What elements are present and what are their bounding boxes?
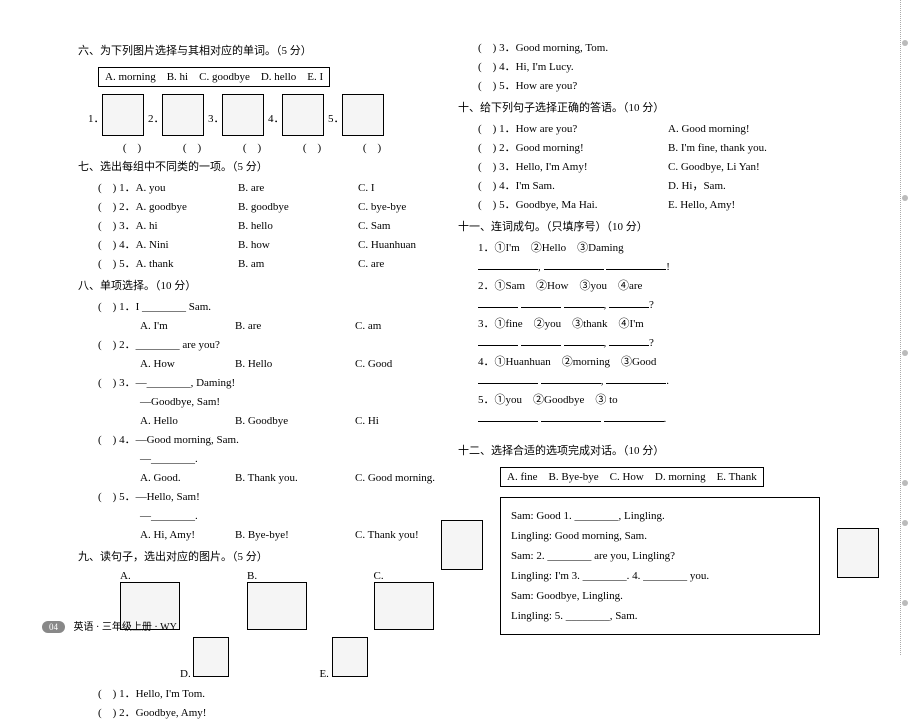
q11-rows: 1．①I'm ②Hello ③Daming, !2．①Sam ②How ③you… <box>470 240 880 428</box>
q7-rows: ( ) 1．A. youB. areC. I( ) 2．A. goodbyeB.… <box>90 180 440 273</box>
q9-imgD: D. <box>180 637 229 680</box>
footer-text: 英语 · 三年级上册 · WY <box>74 622 177 633</box>
q6-img3: 3． <box>222 94 264 139</box>
q12-line1: Sam: Good 1. ________, Lingling. <box>511 506 809 526</box>
page-number: 04 <box>42 621 65 633</box>
dialog-image-right <box>837 528 879 578</box>
q12-line4: Lingling: I'm 3. ________. 4. ________ y… <box>511 566 809 586</box>
q10-title: 十、给下列句子选择正确的答语。（10 分） <box>458 99 880 115</box>
q6-img5: 5． <box>342 94 384 139</box>
q6-img2: 2． <box>162 94 204 139</box>
q9-images-row2: D. E. <box>90 637 440 680</box>
q6-parens: ( ) ( ) ( ) ( ) ( ) <box>90 142 440 154</box>
q9-item2: ( ) 2．Goodbye, Amy! <box>90 705 440 722</box>
q8-rows: ( ) 1．I ________ Sam.A. I'mB. areC. am( … <box>90 299 440 544</box>
q12-line2: Lingling: Good morning, Sam. <box>511 526 809 546</box>
q9-item4: ( ) 4．Hi, I'm Lucy. <box>470 59 880 76</box>
q12-line5: Sam: Goodbye, Lingling. <box>511 586 809 606</box>
q6-wordbox: A. morning B. hi C. goodbye D. hello E. … <box>98 67 330 87</box>
q9-imgE: E. <box>319 637 367 680</box>
footer: 04 英语 · 三年级上册 · WY <box>42 618 177 633</box>
q9-item3: ( ) 3．Good morning, Tom. <box>470 40 880 57</box>
q9-item1: ( ) 1．Hello, I'm Tom. <box>90 686 440 703</box>
q12-wordbox: A. fine B. Bye-bye C. How D. morning E. … <box>500 467 764 487</box>
q12-line6: Lingling: 5. ________, Sam. <box>511 606 809 626</box>
q9-title: 九、读句子，选出对应的图片。（5 分） <box>78 548 440 564</box>
binding-dots <box>900 0 910 655</box>
q10-rows: ( ) 1．How are you?A. Good morning!( ) 2．… <box>470 121 880 214</box>
dialog-image-left <box>441 520 483 570</box>
q12-dialog: Sam: Good 1. ________, Lingling. Linglin… <box>500 497 820 635</box>
q12-title: 十二、选择合适的选项完成对话。（10 分） <box>458 442 880 458</box>
q8-title: 八、单项选择。（10 分） <box>78 277 440 293</box>
q11-title: 十一、连词成句。（只填序号）（10 分） <box>458 218 880 234</box>
q6-img1: 1． <box>102 94 144 139</box>
q12-line3: Sam: 2. ________ are you, Lingling? <box>511 546 809 566</box>
q6-images: 1． 2． 3． 4． 5． <box>90 94 440 139</box>
right-column: ( ) 3．Good morning, Tom. ( ) 4．Hi, I'm L… <box>440 38 880 724</box>
q6-title: 六、为下列图片选择与其相对应的单词。（5 分） <box>78 42 440 58</box>
q9-item5: ( ) 5．How are you? <box>470 78 880 95</box>
q9-imgB: B. <box>247 570 313 633</box>
q7-title: 七、选出每组中不同类的一项。（5 分） <box>78 158 440 174</box>
q9-imgC: C. <box>374 570 440 633</box>
q6-img4: 4． <box>282 94 324 139</box>
